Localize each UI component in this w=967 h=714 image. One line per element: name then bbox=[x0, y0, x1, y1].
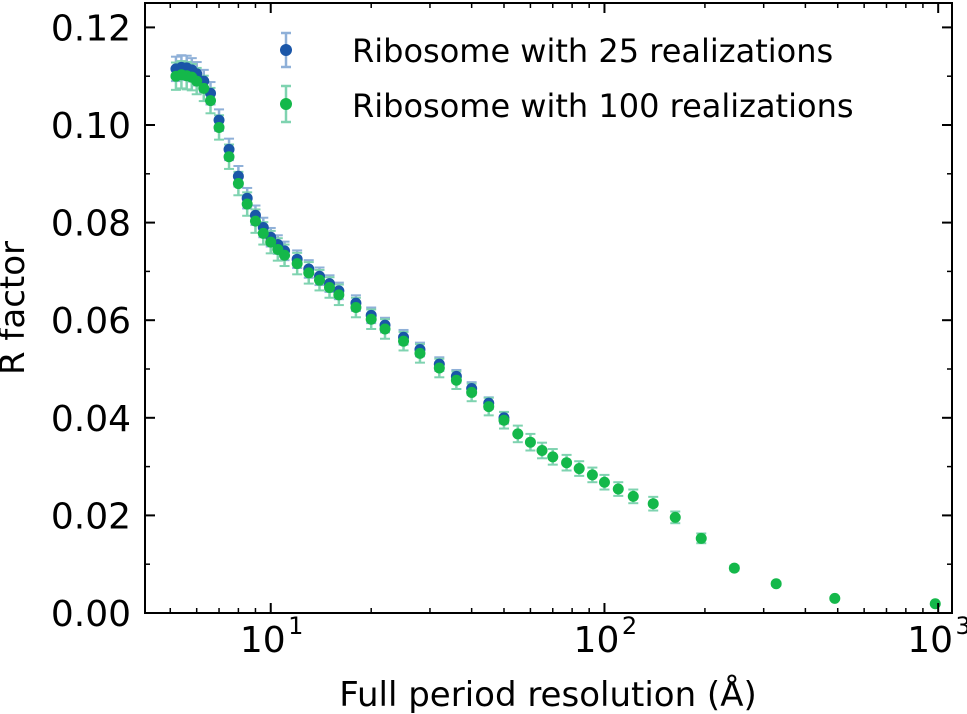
y-tick-label-5: 0.10 bbox=[51, 106, 131, 147]
point-s1-18 bbox=[313, 274, 325, 286]
point-s1-16 bbox=[291, 258, 303, 270]
series-markers-1 bbox=[170, 69, 941, 610]
point-s1-27 bbox=[450, 374, 462, 386]
point-s1-39 bbox=[612, 483, 624, 495]
point-s1-36 bbox=[573, 463, 585, 475]
point-s1-31 bbox=[512, 428, 524, 440]
point-s1-43 bbox=[695, 532, 707, 544]
point-s1-21 bbox=[350, 302, 362, 314]
point-s1-26 bbox=[433, 362, 445, 374]
legend: Ribosome with 25 realizations Ribosome w… bbox=[280, 31, 854, 125]
x-tick-exponent-0: 1 bbox=[288, 612, 303, 640]
point-s1-45 bbox=[770, 578, 782, 590]
point-s1-5 bbox=[198, 82, 210, 94]
legend-25-label: Ribosome with 25 realizations bbox=[352, 32, 833, 70]
y-tick-label-0: 0.00 bbox=[51, 594, 131, 635]
x-tick-label-2: 10 bbox=[907, 620, 953, 661]
point-s1-25 bbox=[414, 347, 426, 359]
point-s1-20 bbox=[333, 289, 345, 301]
point-s1-15 bbox=[279, 249, 291, 261]
point-s1-30 bbox=[498, 414, 510, 426]
point-s1-29 bbox=[483, 401, 495, 413]
point-s1-12 bbox=[257, 227, 269, 239]
y-tick-label-6: 0.12 bbox=[51, 8, 131, 49]
point-s1-33 bbox=[536, 444, 548, 456]
series-layer bbox=[170, 54, 941, 610]
y-tick-label-3: 0.06 bbox=[51, 301, 131, 342]
point-s1-37 bbox=[586, 469, 598, 481]
point-s1-35 bbox=[561, 457, 573, 469]
plot-frame bbox=[144, 2, 953, 614]
point-s1-19 bbox=[323, 282, 335, 294]
point-s1-22 bbox=[365, 313, 377, 325]
y-axis-label: R factor bbox=[0, 241, 33, 375]
point-s1-41 bbox=[647, 498, 659, 510]
y-tick-label-4: 0.08 bbox=[51, 204, 131, 245]
x-tick-label-0: 10 bbox=[240, 620, 286, 661]
x-tick-label-1: 10 bbox=[574, 620, 620, 661]
y-tick-label-1: 0.02 bbox=[51, 496, 131, 537]
point-s1-8 bbox=[223, 151, 235, 163]
point-s1-11 bbox=[249, 215, 261, 227]
point-s1-46 bbox=[829, 592, 841, 604]
point-s1-10 bbox=[241, 198, 253, 210]
x-tick-exponent-1: 2 bbox=[622, 612, 637, 640]
x-tick-exponent-2: 3 bbox=[956, 612, 967, 640]
point-s1-17 bbox=[303, 267, 315, 279]
point-s1-13 bbox=[265, 236, 277, 248]
point-s1-38 bbox=[598, 476, 610, 488]
point-s1-6 bbox=[205, 95, 217, 107]
legend-25-marker bbox=[280, 44, 292, 56]
point-s1-9 bbox=[232, 178, 244, 190]
legend-entry-25: Ribosome with 25 realizations bbox=[280, 31, 833, 70]
point-s1-23 bbox=[379, 323, 391, 335]
point-s1-40 bbox=[627, 490, 639, 502]
legend-100-label: Ribosome with 100 realizations bbox=[352, 87, 854, 125]
point-s1-4 bbox=[191, 75, 203, 87]
legend-100-marker bbox=[280, 98, 292, 110]
point-s1-42 bbox=[669, 511, 681, 523]
point-s1-44 bbox=[728, 562, 740, 574]
legend-entry-100: Ribosome with 100 realizations bbox=[280, 84, 854, 125]
point-s1-28 bbox=[466, 386, 478, 398]
point-s1-24 bbox=[398, 335, 410, 347]
x-axis-label: Full period resolution (Å) bbox=[339, 674, 756, 714]
point-s1-7 bbox=[213, 121, 225, 133]
y-tick-label-2: 0.04 bbox=[51, 399, 131, 440]
point-s1-34 bbox=[547, 451, 559, 463]
point-s1-32 bbox=[524, 436, 536, 448]
